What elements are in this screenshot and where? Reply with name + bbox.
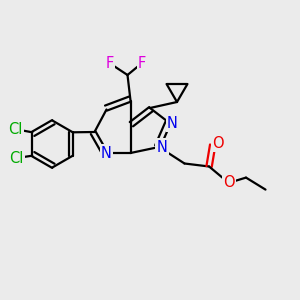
Text: O: O xyxy=(212,136,224,151)
Text: Cl: Cl xyxy=(8,122,23,137)
Text: F: F xyxy=(138,56,146,71)
Text: N: N xyxy=(157,140,167,154)
Text: N: N xyxy=(167,116,178,130)
Text: N: N xyxy=(101,146,112,160)
Text: F: F xyxy=(106,56,114,71)
Text: O: O xyxy=(223,175,234,190)
Text: Cl: Cl xyxy=(9,151,24,166)
